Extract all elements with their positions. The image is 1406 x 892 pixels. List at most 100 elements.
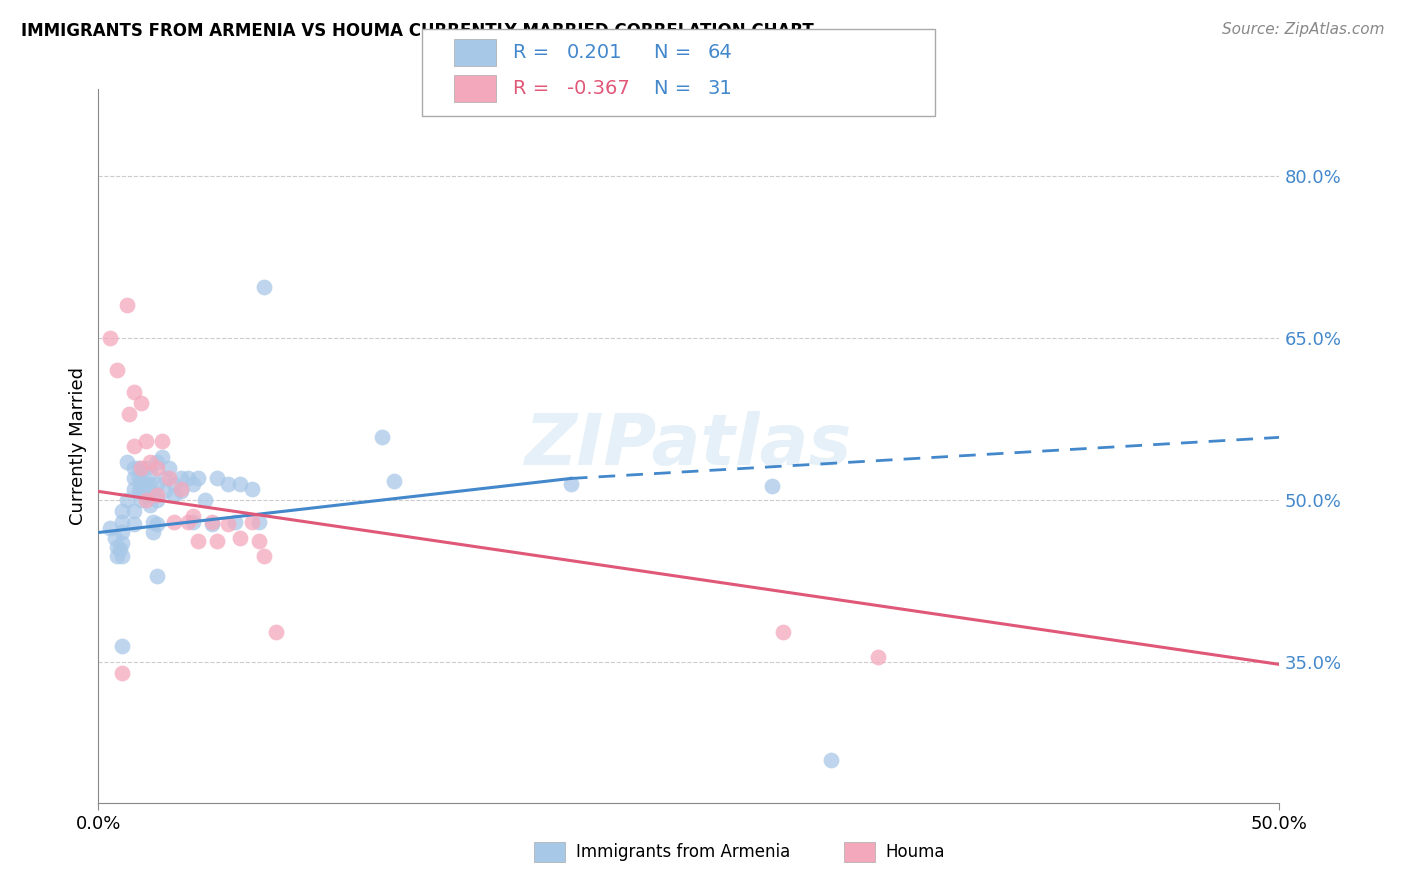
Point (820, 753, 842, 767)
Point (163, 476, 186, 491)
Point (111, 515, 134, 529)
Point (240, 515, 263, 529)
Point (98, 331, 121, 345)
Point (111, 666, 134, 681)
Point (105, 549, 128, 564)
Point (142, 525, 165, 540)
Text: 0.201: 0.201 (567, 43, 621, 62)
Point (129, 493, 152, 508)
Point (181, 476, 204, 491)
Point (122, 471, 145, 485)
Point (108, 541, 131, 556)
Point (205, 471, 228, 485)
Point (122, 460, 145, 475)
Point (229, 531, 252, 545)
Point (146, 568, 169, 582)
Point (115, 455, 138, 469)
Point (105, 363, 128, 377)
Text: Immigrants from Armenia: Immigrants from Armenia (576, 843, 790, 861)
Point (128, 460, 150, 475)
Point (146, 493, 169, 508)
Point (187, 471, 209, 485)
Point (135, 460, 157, 475)
Point (170, 482, 193, 496)
Point (761, 479, 783, 493)
Point (122, 482, 145, 496)
Y-axis label: Currently Married: Currently Married (69, 367, 87, 525)
Point (163, 515, 186, 529)
Point (866, 649, 889, 664)
Point (229, 476, 252, 491)
Point (146, 460, 169, 475)
Point (115, 298, 138, 312)
Point (217, 476, 239, 491)
Point (146, 488, 169, 502)
Point (122, 504, 145, 518)
Text: Houma: Houma (886, 843, 945, 861)
Point (194, 493, 217, 508)
Point (205, 534, 228, 549)
Text: N =: N = (654, 79, 697, 98)
Point (170, 484, 193, 499)
Point (187, 534, 209, 549)
Point (118, 407, 141, 421)
Point (111, 536, 134, 550)
Point (371, 430, 394, 444)
Point (240, 482, 263, 496)
Text: Source: ZipAtlas.com: Source: ZipAtlas.com (1222, 22, 1385, 37)
Point (111, 639, 134, 653)
Point (105, 540, 128, 554)
Point (139, 466, 162, 480)
Point (129, 474, 152, 488)
Point (201, 515, 224, 529)
Point (224, 515, 246, 529)
Point (122, 439, 145, 453)
Text: 64: 64 (707, 43, 733, 62)
Point (139, 476, 162, 491)
Point (217, 516, 239, 531)
Point (560, 476, 582, 491)
Point (139, 499, 162, 513)
Point (264, 624, 287, 639)
Point (177, 471, 200, 485)
Point (163, 488, 186, 502)
Point (135, 488, 157, 502)
Point (170, 471, 193, 485)
Point (104, 531, 127, 545)
Point (122, 516, 145, 531)
Point (247, 534, 270, 549)
Point (128, 484, 150, 499)
Point (153, 484, 176, 499)
Text: -0.367: -0.367 (567, 79, 630, 98)
Text: R =: R = (513, 79, 555, 98)
Point (150, 434, 173, 448)
Text: IMMIGRANTS FROM ARMENIA VS HOUMA CURRENTLY MARRIED CORRELATION CHART: IMMIGRANTS FROM ARMENIA VS HOUMA CURRENT… (21, 22, 814, 40)
Point (146, 516, 169, 531)
Point (129, 482, 152, 496)
Point (247, 515, 270, 529)
Point (98, 521, 121, 535)
Point (129, 396, 152, 410)
Point (382, 474, 405, 488)
Point (128, 471, 150, 485)
Point (129, 460, 152, 475)
Point (146, 476, 169, 491)
Point (201, 516, 224, 531)
Point (135, 434, 157, 448)
Point (111, 549, 134, 564)
Text: N =: N = (654, 43, 697, 62)
Point (139, 484, 162, 499)
Point (150, 450, 173, 464)
Point (111, 504, 134, 518)
Point (181, 509, 204, 524)
Point (142, 515, 165, 529)
Point (135, 493, 157, 508)
Point (115, 493, 138, 508)
Point (181, 515, 204, 529)
Point (772, 624, 794, 639)
Point (153, 471, 176, 485)
Point (135, 476, 157, 491)
Point (122, 384, 145, 399)
Text: R =: R = (513, 43, 555, 62)
Point (111, 525, 134, 540)
